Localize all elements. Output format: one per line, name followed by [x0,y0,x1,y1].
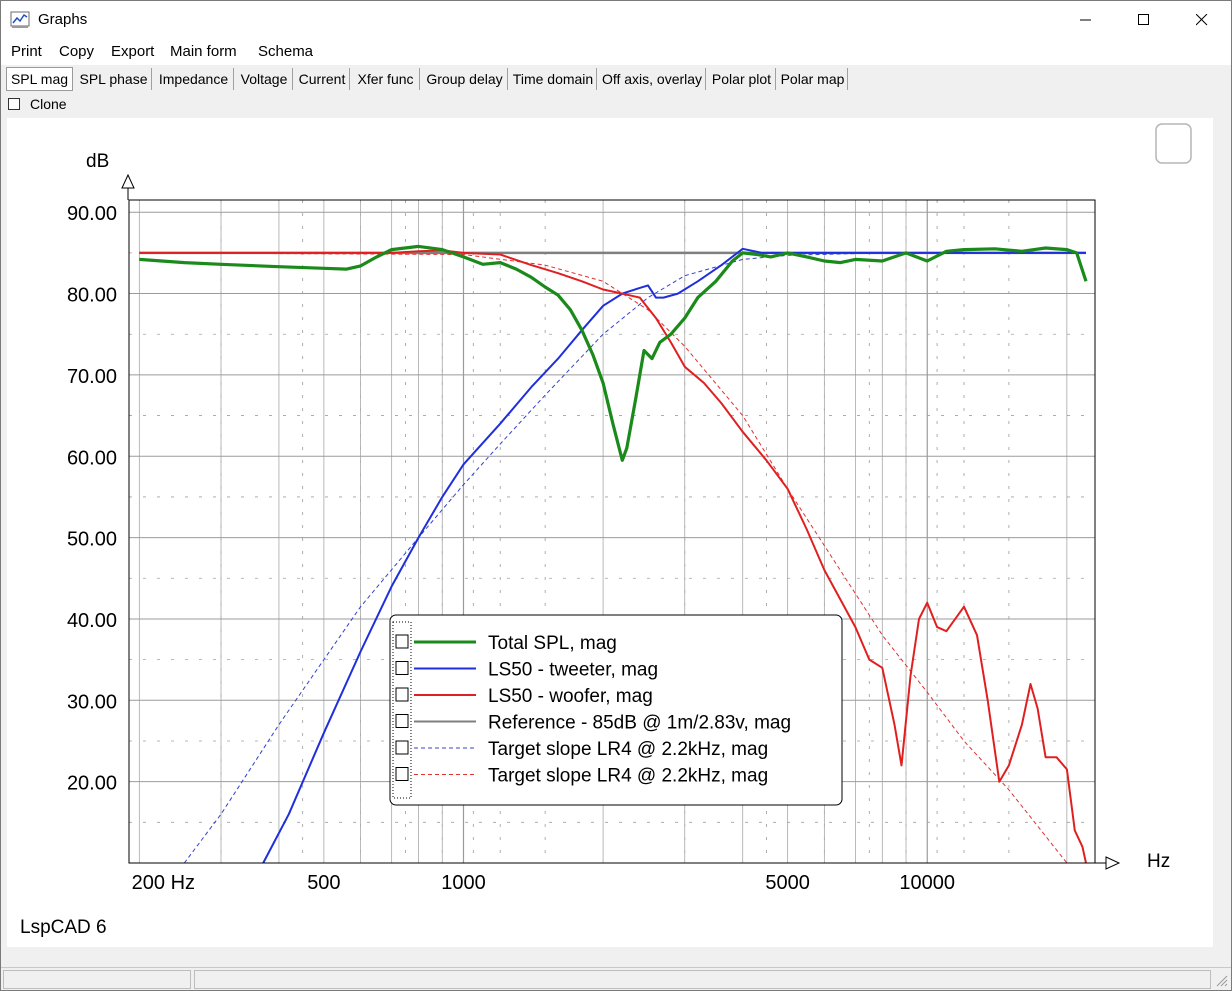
series-line [139,252,1068,864]
legend-entry-label: Total SPL, mag [488,633,617,654]
legend-checkbox[interactable] [395,767,409,781]
y-axis-arrow-icon [121,173,135,200]
tab-voltage[interactable]: Voltage [236,68,293,90]
tab-xfer-func[interactable]: Xfer func [352,68,420,90]
menu-export[interactable]: Export [111,43,155,60]
close-icon [1196,14,1208,26]
resize-grip-icon[interactable] [1214,973,1228,987]
minimize-icon [1080,19,1091,21]
tab-bar: SPL mag SPL phase Impedance Voltage Curr… [1,65,1231,93]
y-tick-label: 20.00 [67,773,117,795]
maximize-icon [1138,14,1149,25]
menu-bar: Print Copy Export Main form Schema [1,39,1231,65]
minimize-button[interactable] [1057,1,1115,39]
clone-checkbox[interactable] [8,98,20,110]
status-cell-left [3,970,191,989]
plot-frame [128,199,1096,864]
tab-impedance[interactable]: Impedance [154,68,234,90]
legend: Total SPL, mag LS50 - tweeter, mag LS50 - … [389,614,843,806]
tab-off-axis-overlay[interactable]: Off axis, overlay [599,68,706,90]
legend-checkbox[interactable] [395,714,409,728]
series-line [262,247,1086,864]
legend-entry-label: LS50 - woofer, mag [488,686,653,707]
tab-polar-map[interactable]: Polar map [778,68,848,90]
series-line [139,244,1088,462]
legend-checkbox[interactable] [395,634,409,649]
y-tick-label: 80.00 [67,285,117,307]
graph-app-icon [10,11,30,28]
zoom-box-button[interactable] [1155,123,1192,164]
tab-polar-plot[interactable]: Polar plot [708,68,776,90]
y-tick-label: 60.00 [67,447,117,469]
status-bar [1,967,1231,990]
window-title: Graphs [38,11,88,28]
legend-checkbox[interactable] [395,740,409,755]
x-tick-label: 10000 [899,872,955,894]
tab-spl-mag[interactable]: SPL mag [6,67,73,91]
menu-main-form[interactable]: Main form [170,43,237,60]
y-tick-label: 50.00 [67,529,117,551]
x-axis-label: Hz [1147,851,1170,872]
x-tick-label: 1000 [441,872,486,894]
plot-panel: dB Hz 90.00 80.00 70.00 60.00 50.00 40.00 30.0… [7,118,1213,947]
legend-entry-label: Target slope LR4 @ 2.2kHz, mag [488,739,768,760]
legend-checkbox[interactable] [395,687,409,702]
close-button[interactable] [1173,1,1231,39]
clone-row: Clone [1,93,1231,117]
tab-current[interactable]: Current [295,68,350,90]
legend-entry-label: LS50 - tweeter, mag [488,660,658,681]
legend-entry-label: Target slope LR4 @ 2.2kHz, mag [488,766,768,787]
status-cell-main [194,970,1211,989]
app-version-label: LspCAD 6 [20,917,107,938]
legend-checkbox[interactable] [395,661,409,675]
tab-spl-phase[interactable]: SPL phase [76,68,152,90]
y-tick-label: 70.00 [67,366,117,388]
legend-checkbox-column [392,621,412,799]
legend-entry-label: Reference - 85dB @ 1m/2.83v, mag [488,713,791,734]
tab-group-delay[interactable]: Group delay [422,68,508,90]
y-tick-label: 40.00 [67,610,117,632]
menu-copy[interactable]: Copy [59,43,95,60]
menu-print[interactable]: Print [11,43,42,60]
y-tick-label: 90.00 [67,203,117,225]
x-tick-label: 200 Hz [132,872,195,894]
title-bar: Graphs [1,1,1231,39]
x-axis-arrow-icon [1095,856,1121,870]
menu-schema[interactable]: Schema [258,43,314,60]
tab-time-domain[interactable]: Time domain [510,68,597,90]
maximize-button[interactable] [1115,1,1173,39]
legend-box [389,614,843,806]
y-tick-label: 30.00 [67,691,117,713]
series-line [139,249,1087,864]
series-layer [139,244,1088,864]
x-tick-label: 500 [307,872,340,894]
y-axis-label: dB [86,151,109,172]
clone-label: Clone [30,96,67,112]
spl-chart: dB Hz 90.00 80.00 70.00 60.00 50.00 40.00 30.0… [20,123,1192,938]
x-tick-label: 5000 [765,872,810,894]
